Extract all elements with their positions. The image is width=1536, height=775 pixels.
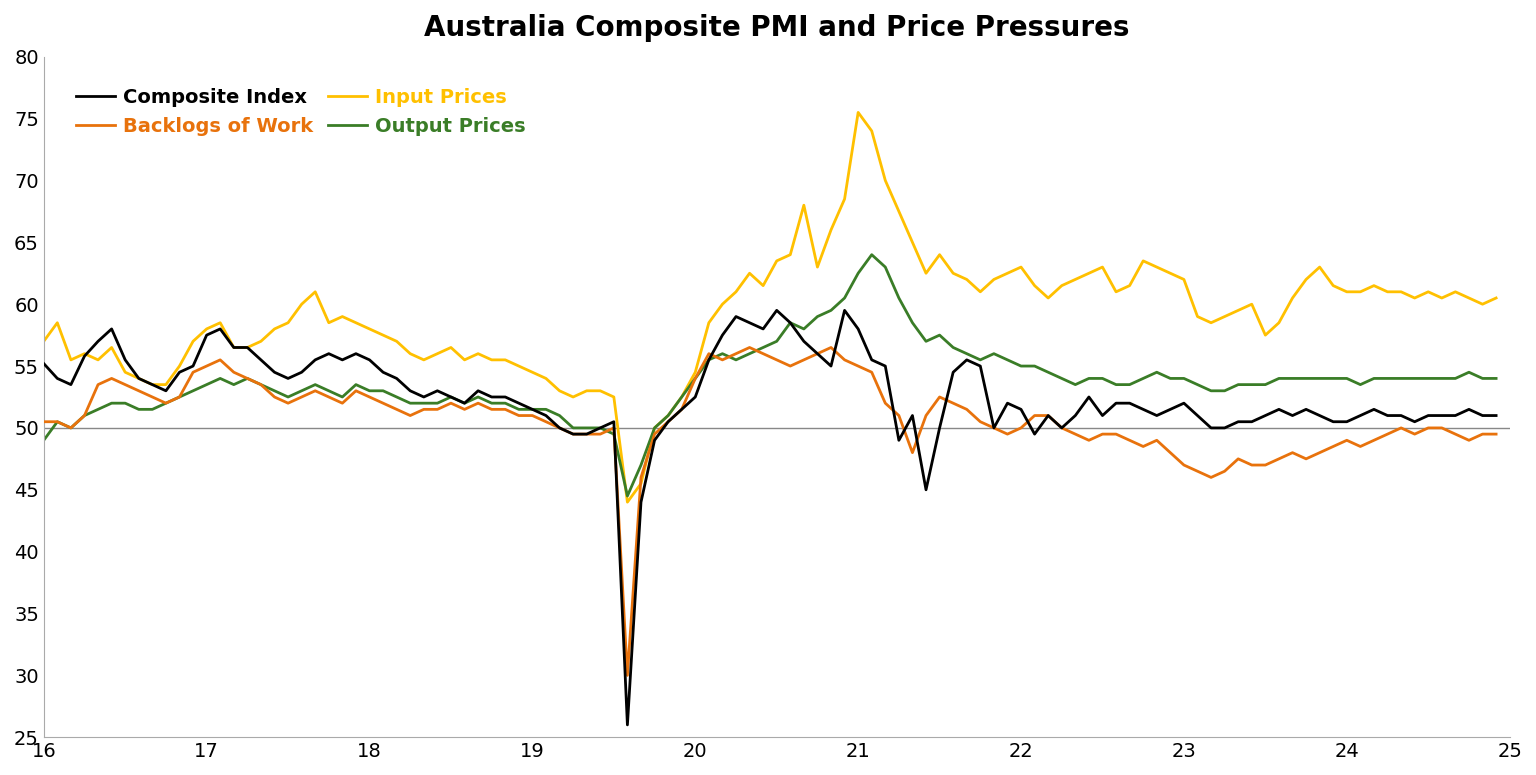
Composite Index <box>727 312 745 321</box>
Backlogs of Work <box>34 417 52 426</box>
Composite Index <box>768 305 786 315</box>
Backlogs of Work <box>1215 467 1233 476</box>
Composite Index <box>1310 411 1329 420</box>
Output Prices <box>184 386 203 395</box>
Backlogs of Work <box>1338 436 1356 445</box>
Output Prices <box>1338 374 1356 383</box>
Input Prices <box>34 336 52 346</box>
Legend: Composite Index, Backlogs of Work, Input Prices, Output Prices: Composite Index, Backlogs of Work, Input… <box>68 80 533 143</box>
Input Prices <box>184 336 203 346</box>
Input Prices <box>1215 312 1233 321</box>
Line: Input Prices: Input Prices <box>43 112 1496 502</box>
Line: Composite Index: Composite Index <box>43 310 1496 725</box>
Composite Index <box>1487 411 1505 420</box>
Output Prices <box>1215 386 1233 395</box>
Output Prices <box>1487 374 1505 383</box>
Backlogs of Work <box>617 670 636 680</box>
Backlogs of Work <box>184 367 203 377</box>
Input Prices <box>727 288 745 297</box>
Output Prices <box>1310 374 1329 383</box>
Line: Output Prices: Output Prices <box>43 255 1496 496</box>
Composite Index <box>1215 423 1233 432</box>
Backlogs of Work <box>1310 448 1329 457</box>
Composite Index <box>617 720 636 729</box>
Backlogs of Work <box>1487 429 1505 439</box>
Output Prices <box>34 436 52 445</box>
Title: Australia Composite PMI and Price Pressures: Australia Composite PMI and Price Pressu… <box>424 14 1129 42</box>
Composite Index <box>184 361 203 370</box>
Output Prices <box>727 355 745 364</box>
Input Prices <box>849 108 868 117</box>
Input Prices <box>1487 294 1505 303</box>
Output Prices <box>863 250 882 260</box>
Output Prices <box>617 491 636 501</box>
Composite Index <box>34 359 52 368</box>
Backlogs of Work <box>266 392 284 401</box>
Input Prices <box>1310 263 1329 272</box>
Composite Index <box>1338 417 1356 426</box>
Line: Backlogs of Work: Backlogs of Work <box>43 347 1496 675</box>
Output Prices <box>266 386 284 395</box>
Composite Index <box>266 367 284 377</box>
Backlogs of Work <box>740 343 759 352</box>
Input Prices <box>1338 288 1356 297</box>
Input Prices <box>266 324 284 333</box>
Input Prices <box>617 498 636 507</box>
Backlogs of Work <box>727 349 745 358</box>
